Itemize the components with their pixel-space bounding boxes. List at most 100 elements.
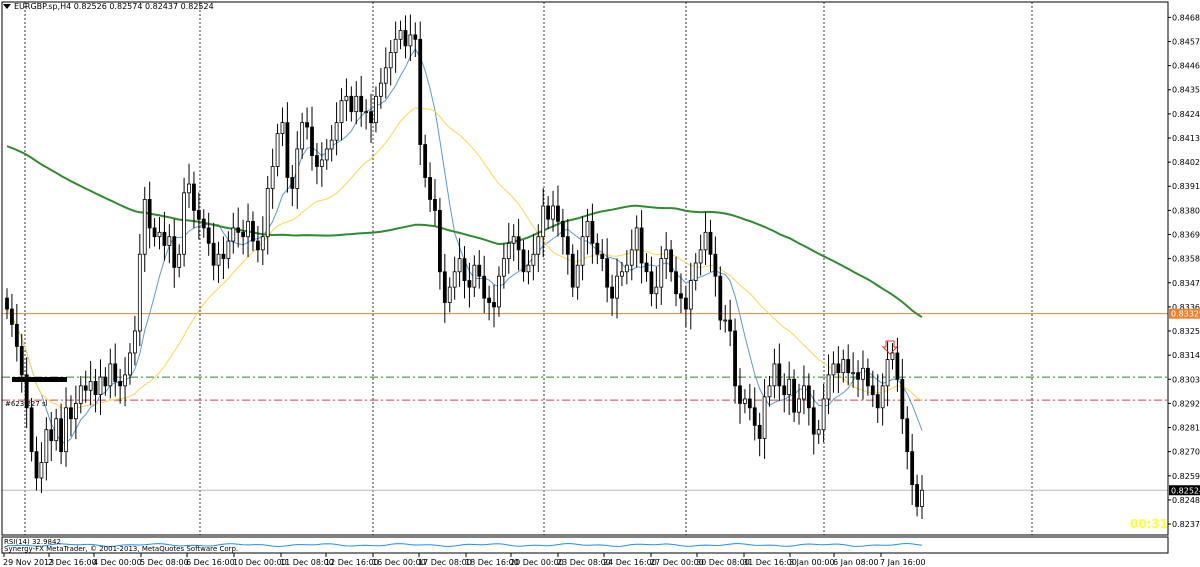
candle-body (915, 484, 919, 507)
candle-body (324, 148, 329, 161)
candle-body (718, 275, 723, 321)
order-marker (12, 377, 67, 382)
candle-body (693, 262, 698, 281)
candle-body (846, 359, 851, 374)
candle-body (477, 264, 482, 277)
candle-body (506, 242, 511, 260)
candle-body (492, 302, 496, 308)
candle-body (44, 429, 49, 464)
candle-body (285, 122, 290, 178)
candle-body (162, 231, 167, 246)
candle-body (88, 381, 93, 391)
candle-body (172, 236, 177, 268)
candle-body (442, 271, 447, 303)
candle-body (221, 253, 226, 260)
candle-body (777, 363, 782, 387)
x-tick-label: 24 Dec 16:00 (603, 558, 657, 567)
candle-body (315, 155, 319, 167)
candle-body (738, 385, 742, 404)
x-tick-label: 4 Dec 00:00 (93, 558, 142, 567)
candle-body (403, 30, 408, 47)
candle-body (167, 236, 172, 246)
candle-body (703, 231, 708, 251)
candle-body (398, 30, 403, 40)
chart-frame (1, 1, 1169, 536)
candle-body (792, 378, 796, 413)
candle-body (836, 363, 841, 374)
candle-body (546, 205, 551, 220)
candle-body (10, 308, 14, 325)
x-tick-label: 10 Dec 00:00 (233, 558, 287, 567)
candle-body (743, 398, 747, 404)
candle-body (201, 218, 206, 229)
candle-body (192, 183, 196, 211)
candle-body (851, 372, 856, 375)
candle-body (856, 372, 860, 380)
candle-body (265, 188, 270, 238)
candle-body (24, 374, 29, 409)
candle-body (133, 330, 137, 354)
x-tick-label: 2 Dec 16:00 (48, 558, 97, 567)
candle-body (629, 249, 634, 266)
x-tick-label: 16 Dec 00:00 (372, 558, 426, 567)
candle-body (39, 462, 44, 479)
annotations (12, 340, 899, 382)
candle-body (674, 271, 678, 295)
candle-body (787, 378, 792, 396)
candle-body (634, 227, 639, 251)
main-frame (1, 1, 1169, 536)
candle-body (797, 398, 801, 413)
candle-body (467, 280, 472, 288)
candle-body (275, 133, 280, 167)
x-tick-label: 31 Dec 16:00 (743, 558, 797, 567)
candle-body (108, 363, 113, 387)
candle-body (378, 82, 383, 97)
chevron-down-icon[interactable] (3, 4, 11, 9)
candle-body (541, 205, 546, 238)
candle-body (575, 264, 580, 288)
candle-body (334, 122, 339, 141)
candle-body (649, 271, 654, 295)
candle-body (187, 183, 191, 194)
candle-body (118, 381, 123, 387)
candle-body (423, 144, 428, 178)
candle-body (624, 264, 629, 273)
candle-body (875, 394, 880, 409)
candle-body (447, 286, 452, 303)
candle-body (556, 205, 560, 222)
candle-body (54, 418, 59, 442)
candle-body (605, 258, 610, 288)
candle-body (19, 345, 24, 376)
candle-body (5, 297, 9, 310)
candle-body (880, 385, 885, 409)
candle-body (300, 122, 305, 150)
candle-body (182, 192, 186, 255)
candle-body (885, 359, 890, 387)
candle-body (865, 367, 870, 387)
candle-body (78, 385, 83, 404)
horizontal-levels (2, 313, 1168, 491)
candle-body (526, 264, 531, 273)
candle-body (841, 359, 846, 374)
x-tick-label: 5 Dec 08:00 (140, 558, 189, 567)
candle-body (206, 227, 211, 244)
vertical-grid (24, 2, 1033, 535)
candle-body (374, 95, 378, 124)
candle-body (861, 367, 865, 380)
x-tick-label: 6 Dec 16:00 (186, 558, 235, 567)
candle-body (821, 398, 826, 431)
candle-body (359, 95, 364, 113)
candle-body (280, 122, 285, 135)
